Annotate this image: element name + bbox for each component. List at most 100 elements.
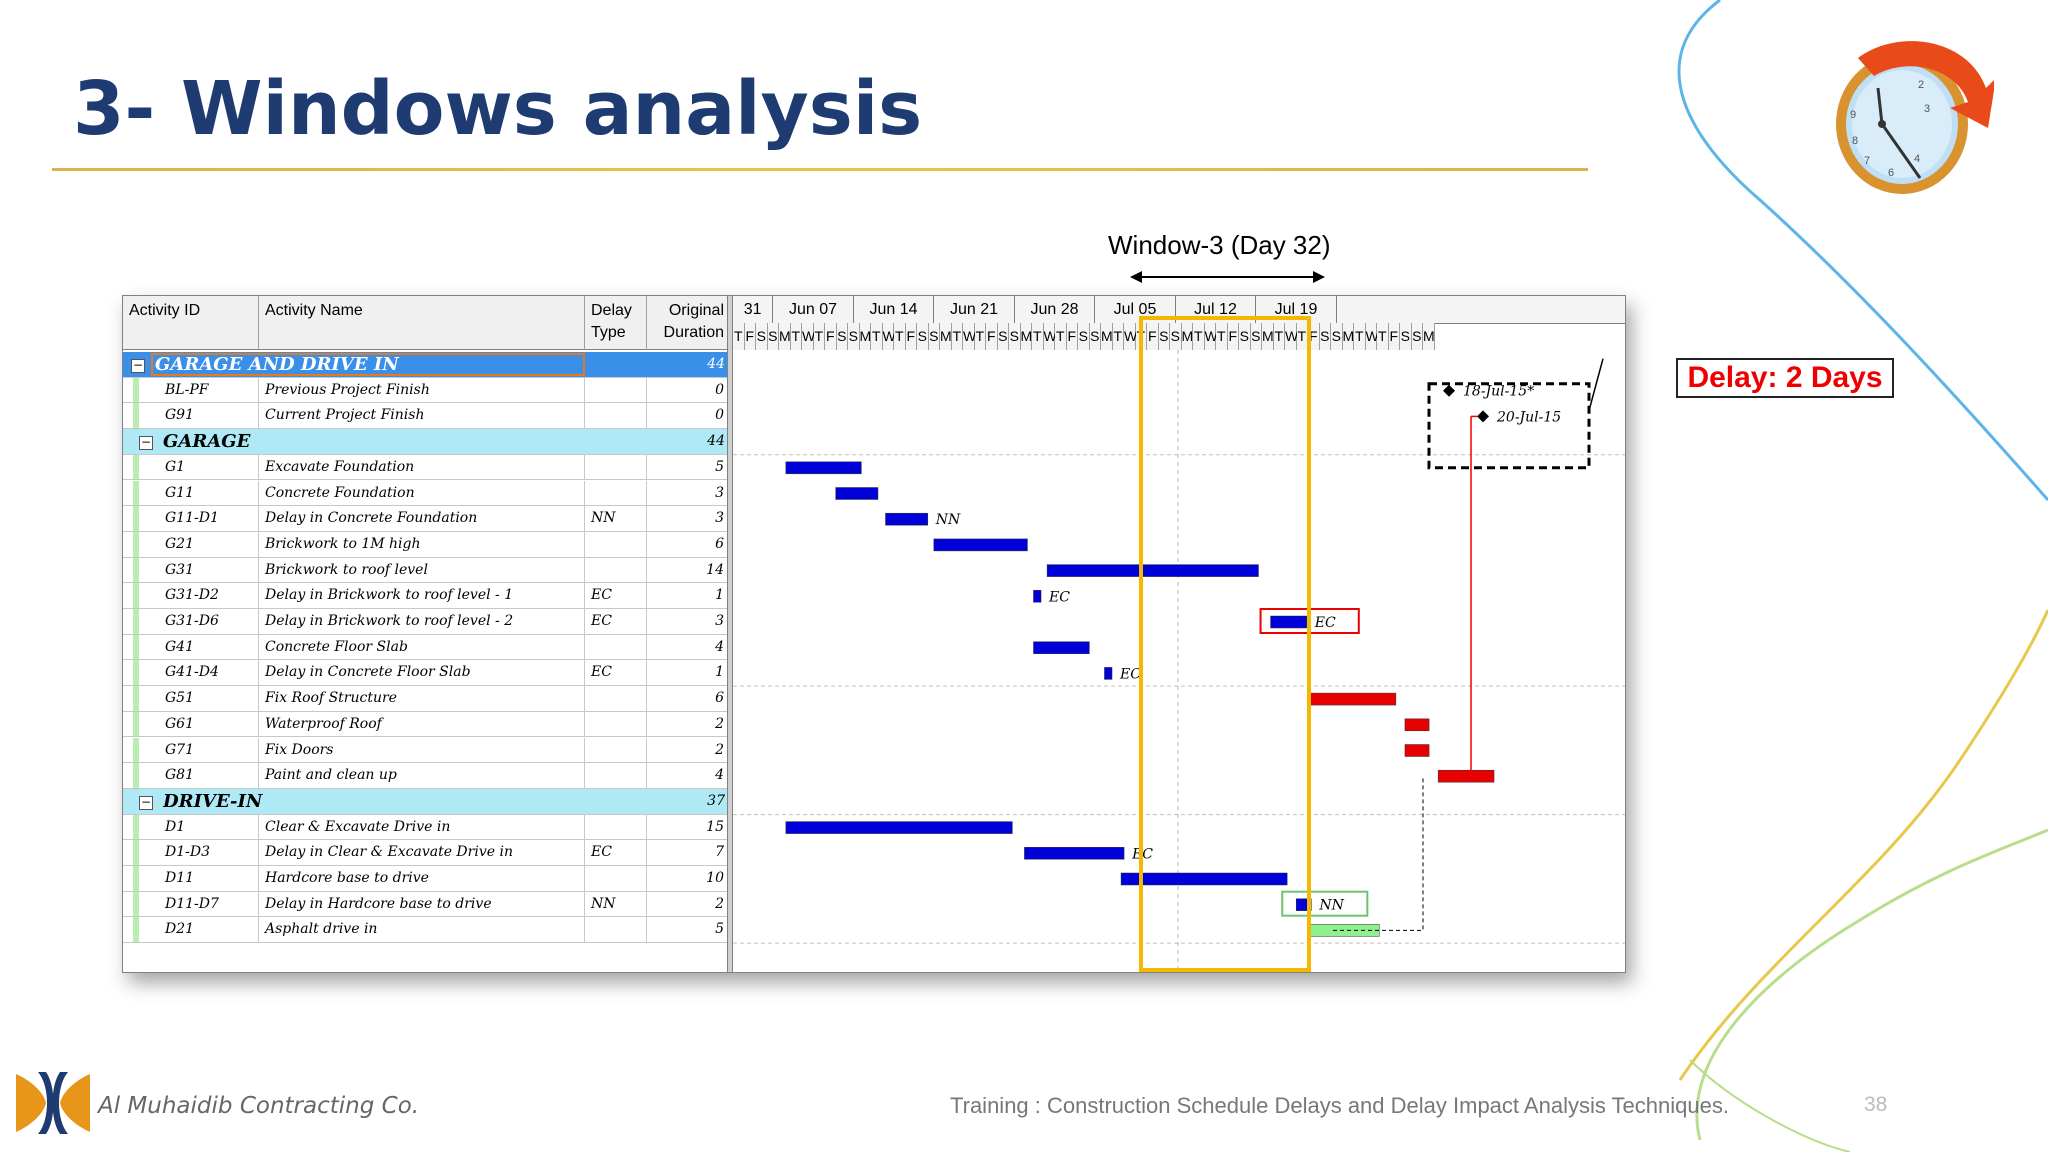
table-row[interactable]: G71 Fix Doors 2	[123, 737, 731, 764]
table-row[interactable]: D1-D3 Delay in Clear & Excavate Drive in E…	[123, 840, 731, 866]
row-indent-strip	[133, 480, 139, 506]
group-duration: 37	[707, 792, 725, 809]
table-row[interactable]: G1 Excavate Foundation 5	[123, 454, 731, 481]
delay-type: NN	[585, 506, 647, 531]
company-logo	[16, 1072, 90, 1134]
pane-splitter[interactable]	[727, 296, 733, 972]
activity-name: Concrete Foundation	[259, 480, 585, 506]
timeline-day-label: S	[928, 323, 940, 350]
table-row[interactable]: G81 Paint and clean up 4	[123, 763, 731, 789]
duration: 0	[647, 377, 731, 403]
row-indent-strip	[133, 711, 139, 737]
table-row[interactable]: G31 Brickwork to roof level 14	[123, 557, 731, 584]
timeline-day-label: M	[1020, 323, 1032, 350]
duration: 7	[647, 840, 731, 865]
table-row[interactable]: G41-D4 Delay in Concrete Floor Slab EC 1	[123, 660, 731, 687]
timeline-day-label: W	[1365, 323, 1379, 350]
col-header-duration[interactable]: Original Duration	[647, 296, 731, 350]
table-row[interactable]: G21 Brickwork to 1M high 6	[123, 531, 731, 558]
row-indent-strip	[133, 917, 139, 943]
delay-type: EC	[585, 583, 647, 608]
collapse-toggle-icon[interactable]: −	[139, 794, 153, 810]
timeline-day-label: S	[1411, 323, 1423, 350]
activity-name: Waterproof Roof	[259, 711, 585, 737]
activity-id: G61	[159, 711, 259, 737]
timeline-day-label: S	[997, 323, 1009, 350]
table-row[interactable]: D11-D7 Delay in Hardcore base to drive NN 2	[123, 891, 731, 918]
timeline-day-label: T	[974, 323, 986, 350]
row-indent-strip	[133, 763, 139, 788]
duration: 3	[647, 609, 731, 634]
timeline-day-label: T	[813, 323, 825, 350]
gantt-bar	[1404, 744, 1430, 757]
group-duration: 44	[707, 433, 725, 450]
activity-name: Hardcore base to drive	[259, 866, 585, 891]
gantt-bar	[1104, 667, 1113, 680]
callout-line	[1588, 358, 1604, 411]
gantt-bar	[1404, 718, 1430, 732]
activity-id: G21	[159, 531, 259, 557]
group-row[interactable]: − DRIVE-IN 37	[123, 788, 731, 815]
col-header-delay-type-line1: Delay	[591, 302, 632, 319]
dashed-link-line	[1333, 776, 1424, 931]
table-row[interactable]: G41 Concrete Floor Slab 4	[123, 634, 731, 661]
activity-id: G51	[159, 686, 259, 711]
timeline-day-label: T	[1354, 323, 1366, 350]
col-header-activity-id[interactable]: Activity ID	[123, 296, 259, 350]
table-row[interactable]: G11-D1 Delay in Concrete Foundation NN 3	[123, 506, 731, 532]
collapse-toggle-icon[interactable]: −	[139, 435, 153, 451]
table-row[interactable]: G51 Fix Roof Structure 6	[123, 686, 731, 712]
collapse-toggle-icon[interactable]: −	[131, 358, 145, 373]
activity-name: Asphalt drive in	[259, 917, 585, 943]
group-row[interactable]: − GARAGE 44	[123, 429, 731, 455]
table-row[interactable]: D1 Clear & Excavate Drive in 15	[123, 814, 731, 841]
timeline-day-label: M	[779, 323, 791, 350]
timeline-day-label: S	[1400, 323, 1412, 350]
timeline-week-label: Jun 21	[934, 296, 1015, 323]
duration: 15	[647, 814, 731, 840]
delay-type: NN	[585, 891, 647, 917]
timeline-day-label: T	[1032, 323, 1044, 350]
col-header-delay-type[interactable]: Delay Type	[585, 296, 647, 350]
timeline-day-label: T	[1216, 323, 1228, 350]
gantt-bar	[1437, 769, 1495, 783]
col-header-delay-type-line2: Type	[591, 324, 626, 341]
group-row[interactable]: − GARAGE AND DRIVE IN 44	[123, 352, 731, 378]
delay-type	[585, 557, 647, 583]
table-row[interactable]: G61 Waterproof Roof 2	[123, 711, 731, 738]
duration: 2	[647, 711, 731, 737]
table-row[interactable]: D21 Asphalt drive in 5	[123, 917, 731, 944]
table-row[interactable]: BL-PF Previous Project Finish 0	[123, 377, 731, 404]
timeline-week-label: Jul 19	[1256, 296, 1337, 323]
duration: 4	[647, 634, 731, 660]
timeline-day-label: S	[1239, 323, 1251, 350]
table-row[interactable]: D11 Hardcore base to drive 10	[123, 866, 731, 892]
table-row[interactable]: G31-D2 Delay in Brickwork to roof level -…	[123, 583, 731, 609]
timeline-day-label: T	[1377, 323, 1389, 350]
row-indent-strip	[133, 454, 139, 480]
table-row[interactable]: G31-D6 Delay in Brickwork to roof level -…	[123, 609, 731, 635]
svg-text:9: 9	[1850, 109, 1856, 121]
timeline-day-label: T	[733, 323, 745, 350]
row-indent-strip	[133, 557, 139, 583]
timeline-day-label: S	[1078, 323, 1090, 350]
svg-text:7: 7	[1864, 155, 1870, 167]
timeline-day-label: W	[1204, 323, 1218, 350]
activity-name: Delay in Clear & Excavate Drive in	[259, 840, 585, 865]
activity-id: G1	[159, 454, 259, 480]
row-indent-strip	[133, 737, 139, 763]
activity-id: G81	[159, 763, 259, 788]
table-row[interactable]: G91 Current Project Finish 0	[123, 403, 731, 430]
table-row[interactable]: G11 Concrete Foundation 3	[123, 480, 731, 507]
duration: 14	[647, 557, 731, 583]
timeline-day-label: W	[802, 323, 815, 350]
timeline-day-label: W	[963, 323, 976, 350]
timeline-day-label: T	[1112, 323, 1124, 350]
row-indent-strip	[133, 583, 139, 608]
analysis-window	[1139, 316, 1311, 972]
timeline-day-label: F	[1066, 323, 1078, 350]
window-label: Window-3 (Day 32)	[1108, 230, 1331, 260]
timeline-day-label: M	[940, 323, 952, 350]
activity-id: G71	[159, 737, 259, 763]
col-header-activity-name[interactable]: Activity Name	[259, 296, 585, 350]
